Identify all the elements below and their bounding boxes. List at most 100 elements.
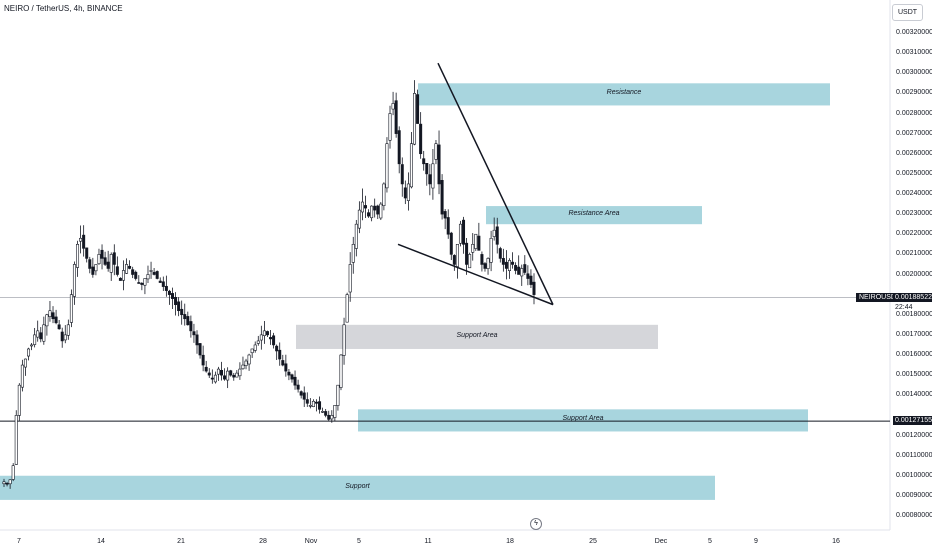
candle-body <box>164 285 168 291</box>
candle-body <box>88 259 92 269</box>
candle-body <box>284 363 288 372</box>
candle-body <box>504 261 508 269</box>
y-tick-label: 0.00160000 <box>896 351 932 358</box>
candle-body <box>207 372 211 376</box>
y-tick-label: 0.00120000 <box>896 431 932 439</box>
candle-body <box>23 358 27 368</box>
candle-body <box>259 334 263 341</box>
candle-body <box>216 368 220 375</box>
lightning-icon[interactable]: ϟ <box>530 518 542 530</box>
candle-body <box>134 271 138 279</box>
candle-body <box>394 100 398 134</box>
y-tick-label: 0.00140000 <box>896 391 932 399</box>
y-tick-label: 0.00170000 <box>896 330 932 338</box>
candle-body <box>373 205 377 211</box>
candle-body <box>431 163 435 189</box>
candle-body <box>532 281 536 295</box>
candle-body <box>428 174 432 185</box>
y-tick-label: 0.00290000 <box>896 89 932 97</box>
candle-body <box>195 334 199 346</box>
y-tick-label: 0.00250000 <box>896 169 932 177</box>
candle-body <box>204 366 208 372</box>
candle-body <box>523 264 527 273</box>
unit-button[interactable]: USDT <box>892 4 923 21</box>
candle-body <box>30 344 34 347</box>
candle-body <box>501 258 505 265</box>
candle-body <box>229 370 233 376</box>
y-tick-label: 0.00150000 <box>896 371 932 379</box>
candle-body <box>403 187 407 199</box>
candle-body <box>471 244 475 253</box>
y-tick-label: 0.00210000 <box>896 250 932 258</box>
x-tick-label: 18 <box>506 538 514 545</box>
candle-body <box>45 314 49 327</box>
candle-body <box>354 223 358 249</box>
candle-body <box>416 94 420 124</box>
candle-body <box>170 293 174 299</box>
candle-body <box>339 354 343 388</box>
candle-body <box>302 392 306 400</box>
candle-body <box>5 482 9 485</box>
candle-body <box>486 258 490 269</box>
candle-body <box>452 255 456 265</box>
y-tick-label: 0.00200000 <box>896 270 932 278</box>
candle-body <box>253 344 257 351</box>
y-tick-label: 0.00310000 <box>896 49 932 57</box>
candle-body <box>262 330 266 336</box>
candle-body <box>152 272 156 275</box>
candle-body <box>11 465 15 480</box>
zone-label-0: Resistance <box>606 89 642 97</box>
candle-body <box>36 330 40 338</box>
candle-body <box>167 290 171 295</box>
candle-body <box>422 158 426 165</box>
candle-body <box>425 163 429 175</box>
candle-body <box>511 261 515 265</box>
candle-body <box>495 226 499 245</box>
candle-body <box>489 237 493 263</box>
candle-body <box>158 280 162 283</box>
candle-body <box>462 219 466 245</box>
candle-body <box>82 234 86 249</box>
candle-body <box>440 180 444 215</box>
candle-body <box>115 266 119 275</box>
candle-body <box>235 372 239 378</box>
candle-body <box>468 254 472 269</box>
x-tick-label: 25 <box>589 538 597 545</box>
y-tick-label: 0.00080000 <box>896 512 932 519</box>
candle-body <box>324 411 328 416</box>
candle-body <box>330 415 334 420</box>
candle-body <box>17 384 21 416</box>
candle-body <box>449 232 453 255</box>
zone-3 <box>358 409 808 432</box>
candle-body <box>14 415 18 465</box>
candle-body <box>305 399 309 404</box>
candle-body <box>299 391 303 396</box>
candle-body <box>232 374 236 378</box>
candle-body <box>498 248 502 259</box>
x-tick-label: 9 <box>754 538 758 545</box>
candle-body <box>492 229 496 237</box>
candle-body <box>51 312 55 320</box>
candle-body <box>351 244 355 263</box>
candle-body <box>514 265 518 271</box>
candle-body <box>161 281 165 287</box>
y-tick-label: 0.00240000 <box>896 190 932 197</box>
candle-body <box>143 278 147 286</box>
candle-body <box>186 316 190 326</box>
candle-body <box>480 254 484 265</box>
candle-body <box>183 314 187 320</box>
candle-body <box>137 282 141 284</box>
x-tick-label: 7 <box>17 538 21 545</box>
candle-body <box>446 217 450 235</box>
candle-body <box>72 264 76 297</box>
candle-body <box>529 275 533 285</box>
y-tick-label: 0.00300000 <box>896 69 932 77</box>
x-tick-label: 16 <box>832 538 840 545</box>
y-tick-label: 0.00280000 <box>896 109 932 117</box>
x-tick-label: 21 <box>177 538 185 545</box>
zone-2 <box>296 324 658 349</box>
x-tick-label: 14 <box>97 538 105 545</box>
candle-body <box>201 354 205 366</box>
x-tick-label: Nov <box>304 538 318 545</box>
